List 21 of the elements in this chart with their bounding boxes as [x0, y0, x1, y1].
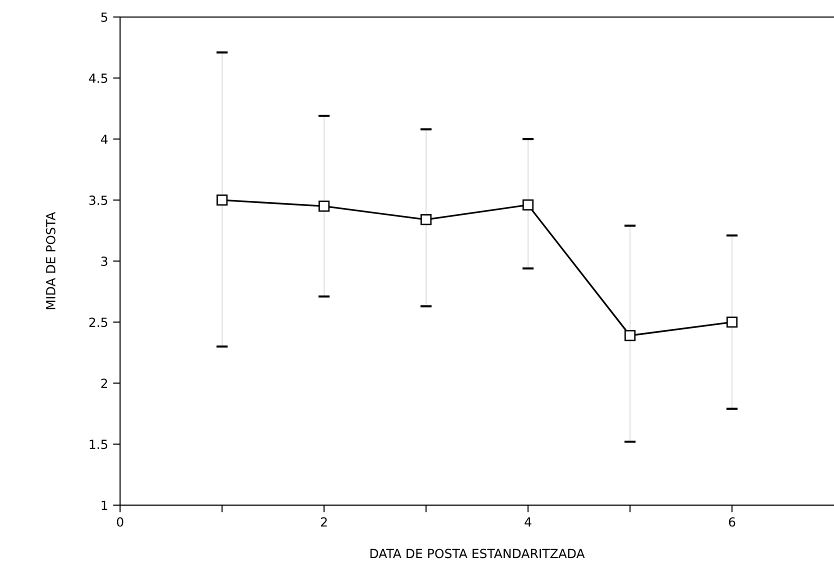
y-tick-label: 5: [101, 12, 108, 22]
y-tick-label: 4.5: [89, 74, 108, 83]
point: [522, 199, 534, 211]
x-axis-title: DATA DE POSTA ESTANDARITZADA: [370, 548, 585, 558]
point: [216, 194, 228, 206]
x-tick-label: 4: [524, 517, 532, 526]
y-axis-title: MIDA DE POSTA: [46, 212, 56, 310]
point: [726, 316, 738, 328]
x-tick-label: 2: [321, 517, 327, 526]
x-tick-label: 6: [728, 517, 736, 527]
point: [420, 214, 432, 226]
y-tick-label: 1: [102, 500, 108, 510]
y-tick-label: 3.5: [89, 196, 108, 206]
point: [624, 330, 636, 342]
y-tick-label: 4: [100, 134, 108, 144]
y-tick-label: 1.5: [90, 440, 108, 450]
y-tick-label: 2: [101, 378, 108, 388]
y-tick-label: 2.5: [89, 318, 108, 328]
point: [318, 200, 330, 212]
y-tick-label: 3: [101, 256, 108, 266]
x-tick-label: 0: [116, 517, 124, 527]
